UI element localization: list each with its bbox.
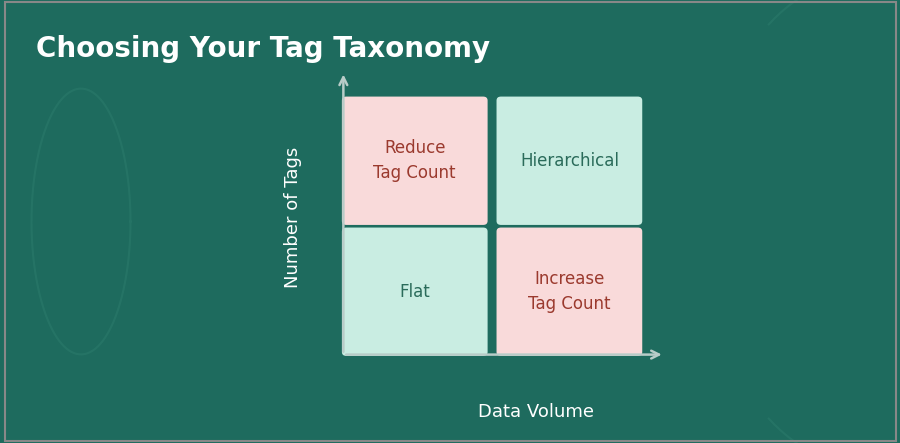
Text: Increase
Tag Count: Increase Tag Count xyxy=(528,270,610,313)
Text: Reduce
Tag Count: Reduce Tag Count xyxy=(374,139,456,182)
FancyBboxPatch shape xyxy=(497,228,643,356)
Text: Hierarchical: Hierarchical xyxy=(520,152,619,170)
FancyBboxPatch shape xyxy=(342,97,488,225)
FancyBboxPatch shape xyxy=(342,228,488,356)
FancyBboxPatch shape xyxy=(497,97,643,225)
Text: Flat: Flat xyxy=(400,283,430,301)
Text: Number of Tags: Number of Tags xyxy=(284,147,302,288)
Text: Choosing Your Tag Taxonomy: Choosing Your Tag Taxonomy xyxy=(36,35,490,63)
Text: Data Volume: Data Volume xyxy=(478,403,593,421)
